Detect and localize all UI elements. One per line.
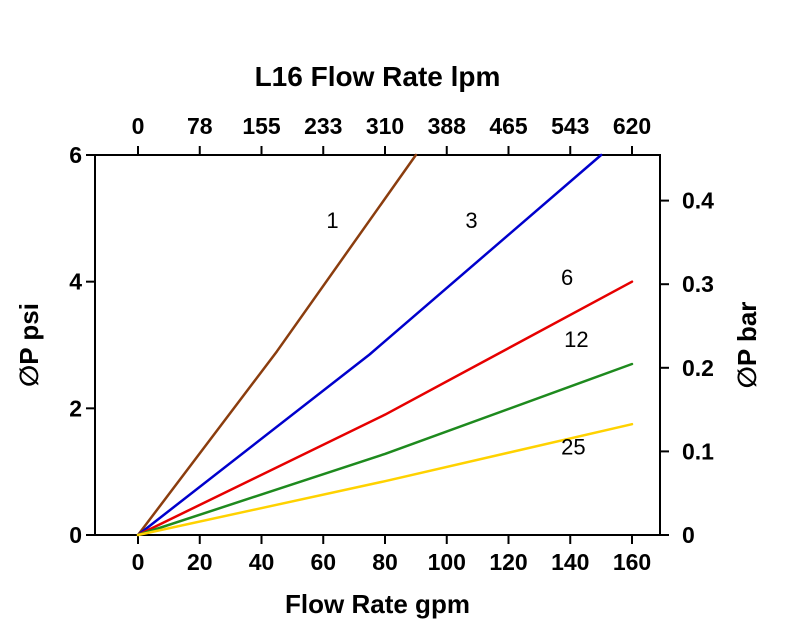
top-tick-label: 310 bbox=[366, 113, 404, 139]
top-tick-label: 155 bbox=[242, 113, 281, 139]
chart-title: L16 Flow Rate lpm bbox=[255, 61, 501, 92]
y-right-axis-title: ∅P bar bbox=[732, 302, 762, 389]
series-line-25 bbox=[136, 422, 634, 537]
x-tick-label: 80 bbox=[372, 549, 398, 575]
y-left-axis-title: ∅P psi bbox=[14, 303, 44, 387]
series-line-12 bbox=[136, 362, 634, 537]
plot-area bbox=[94, 154, 661, 536]
x-tick-label: 60 bbox=[310, 549, 336, 575]
x-tick-label: 0 bbox=[132, 549, 145, 575]
series-label-25: 25 bbox=[561, 435, 585, 460]
series-line-6 bbox=[136, 280, 634, 537]
x-tick-label: 140 bbox=[551, 549, 589, 575]
y-right-tick-label: 0.3 bbox=[682, 271, 714, 297]
top-tick-label: 388 bbox=[428, 113, 467, 139]
x-tick-label: 20 bbox=[187, 549, 213, 575]
y-left-tick-label: 4 bbox=[69, 269, 82, 295]
y-right-tick-label: 0.2 bbox=[682, 355, 714, 381]
top-tick-label: 233 bbox=[304, 113, 342, 139]
y-left-tick-label: 2 bbox=[69, 395, 82, 421]
y-right-tick-label: 0.4 bbox=[682, 188, 714, 214]
x-tick-label: 40 bbox=[249, 549, 275, 575]
series-label-12: 12 bbox=[564, 327, 588, 352]
y-left-tick-label: 0 bbox=[69, 522, 82, 548]
series-label-1: 1 bbox=[326, 208, 338, 233]
y-right-tick-label: 0.1 bbox=[682, 438, 714, 464]
series-label-6: 6 bbox=[561, 265, 573, 290]
top-tick-label: 78 bbox=[187, 113, 213, 139]
y-left-tick-label: 6 bbox=[69, 142, 82, 168]
top-tick-label: 0 bbox=[132, 113, 145, 139]
y-right-tick-label: 0 bbox=[682, 522, 695, 548]
series-line-1 bbox=[136, 153, 418, 537]
x-tick-label: 160 bbox=[613, 549, 651, 575]
x-axis-title: Flow Rate gpm bbox=[285, 589, 470, 619]
series-label-3: 3 bbox=[465, 208, 477, 233]
top-tick-label: 620 bbox=[613, 113, 651, 139]
x-tick-label: 100 bbox=[428, 549, 466, 575]
series-line-3 bbox=[136, 153, 603, 537]
x-tick-label: 120 bbox=[489, 549, 527, 575]
top-tick-label: 465 bbox=[489, 113, 528, 139]
top-tick-label: 543 bbox=[551, 113, 589, 139]
